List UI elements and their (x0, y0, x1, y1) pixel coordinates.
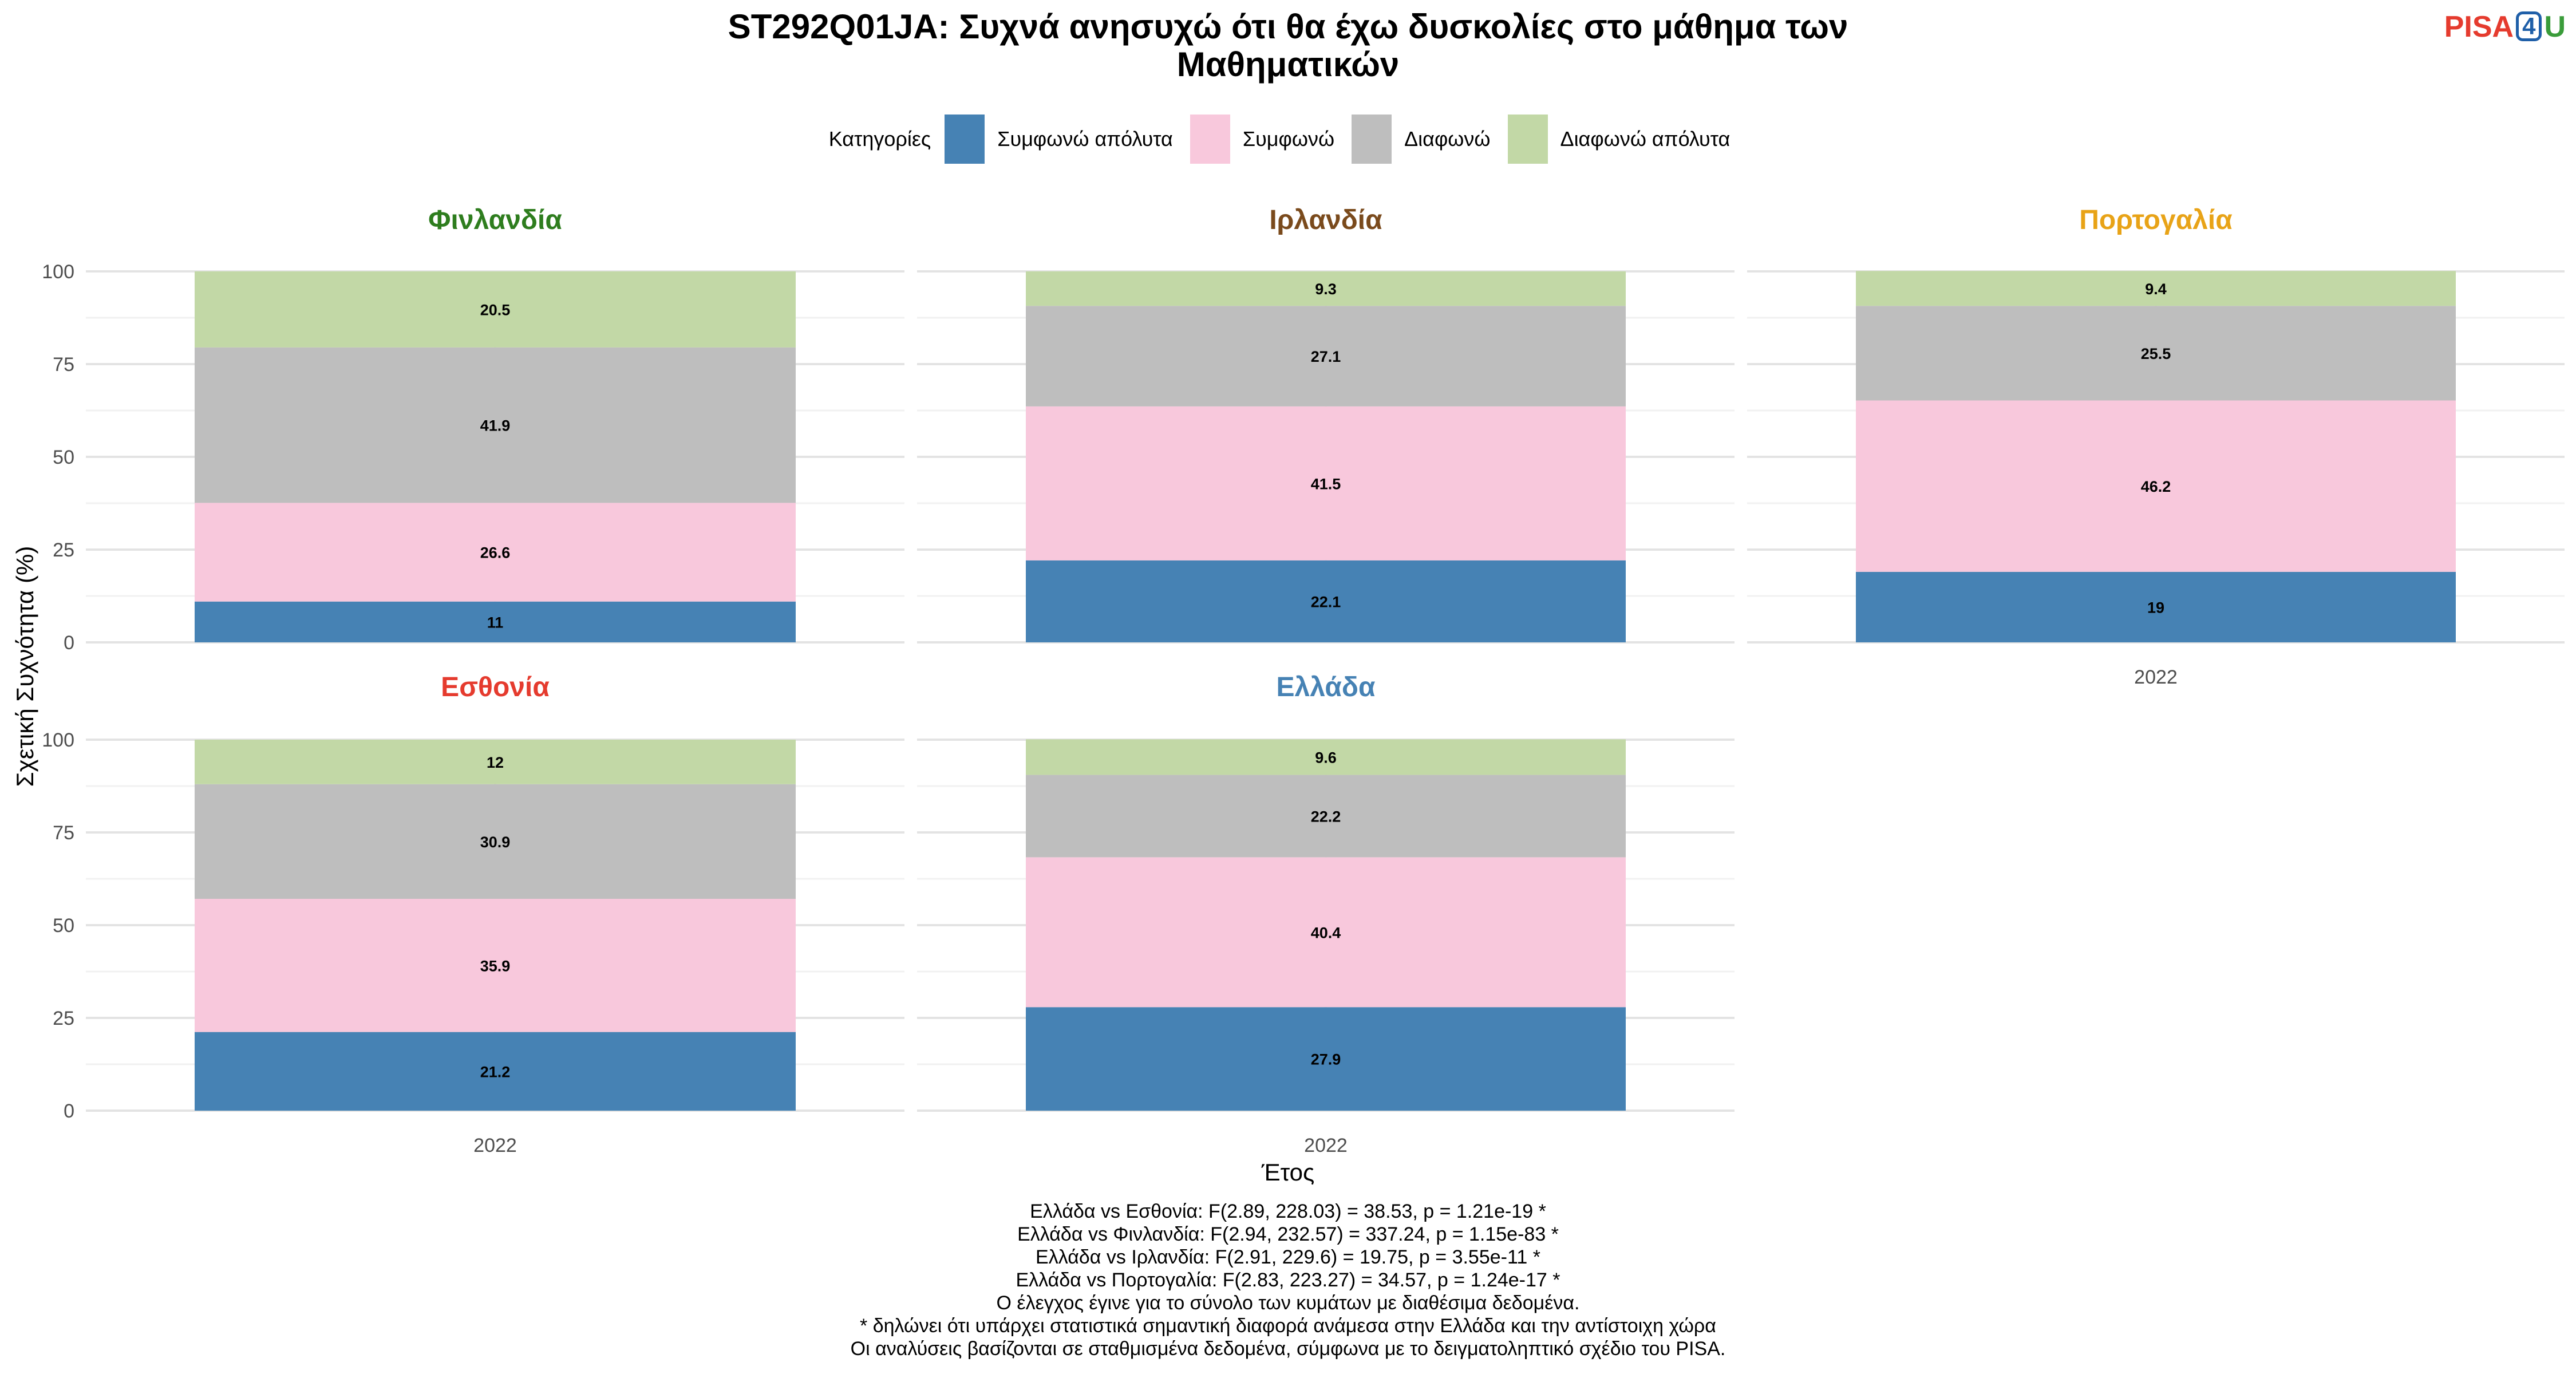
footnotes: Ελλάδα vs Εσθονία: F(2.89, 228.03) = 38.… (0, 1200, 2576, 1360)
bar-segment (195, 784, 796, 899)
y-tick-label: 75 (53, 822, 74, 844)
data-label: 12 (487, 754, 504, 771)
y-tick-label: 25 (53, 539, 74, 561)
note-line: * δηλώνει ότι υπάρχει στατιστικά σημαντι… (860, 1315, 1716, 1337)
note-line: Ελλάδα vs Φινλανδία: F(2.94, 232.57) = 3… (1017, 1223, 1559, 1245)
bar-segment (1856, 571, 2456, 642)
legend-item-agree: Συμφωνώ (1190, 114, 1334, 164)
bar-segment (195, 347, 796, 503)
legend-label-strongly-disagree: Διαφωνώ απόλυτα (1560, 127, 1730, 151)
note-line: Ελλάδα vs Εσθονία: F(2.89, 228.03) = 38.… (1030, 1201, 1546, 1222)
bar-segment (1856, 306, 2456, 401)
x-axis-label: Έτος (1261, 1159, 1315, 1186)
bar-segment (195, 271, 796, 348)
legend-key-disagree (1352, 114, 1392, 164)
legend-item-strongly-agree: Συμφωνώ απόλυτα (945, 114, 1173, 164)
legend-key-agree (1190, 114, 1230, 164)
legend-label-disagree: Διαφωνώ (1404, 127, 1491, 151)
bar-segment (1026, 406, 1626, 560)
y-tick-label: 50 (53, 447, 74, 468)
bar-segment (1026, 857, 1626, 1008)
y-tick-label: 100 (42, 729, 74, 751)
data-label: 22.2 (1311, 808, 1341, 825)
note-line: Ελλάδα vs Πορτογαλία: F(2.83, 223.27) = … (1016, 1269, 1560, 1291)
data-label: 20.5 (480, 301, 511, 318)
legend-key-strongly-agree (945, 114, 985, 164)
legend-label-agree: Συμφωνώ (1242, 127, 1335, 151)
logo-pisa-text: PISA (2444, 10, 2514, 44)
bar-segment (1026, 739, 1626, 775)
data-label: 27.1 (1311, 348, 1341, 365)
y-tick-label: 0 (64, 632, 74, 654)
legend-title: Κατηγορίες (828, 127, 931, 151)
bar-segment (195, 740, 796, 784)
bar-segment (1856, 400, 2456, 572)
bar-segment (1026, 1007, 1626, 1111)
title-line-1: ST292Q01JA: Συχνά ανησυχώ ότι θα έχω δυσ… (728, 7, 1848, 46)
bar-segment (1026, 775, 1626, 858)
legend-key-strongly-disagree (1507, 114, 1548, 164)
data-label: 46.2 (2141, 478, 2171, 495)
data-label: 11 (487, 614, 504, 631)
note-line: Ο έλεγχος έγινε για το σύνολο των κυμάτω… (996, 1292, 1580, 1314)
logo-four-text: 4 (2516, 11, 2542, 41)
panel-title: Πορτογαλία (2079, 205, 2233, 235)
bar-segment (195, 601, 796, 642)
title-line-2: Μαθηματικών (1176, 45, 1400, 84)
legend-label-strongly-agree: Συμφωνώ απόλυτα (997, 127, 1173, 151)
data-label: 30.9 (480, 834, 511, 851)
data-label: 19 (2147, 599, 2164, 616)
panel-title: Ελλάδα (1277, 672, 1376, 702)
data-label: 27.9 (1311, 1051, 1341, 1068)
y-tick-label: 25 (53, 1008, 74, 1029)
panel-title: Φινλανδία (428, 205, 562, 235)
panel-title: Ιρλανδία (1269, 205, 1382, 235)
data-label: 9.4 (2145, 281, 2167, 298)
x-tick-label: 2022 (473, 1135, 517, 1156)
bar-segment (1026, 271, 1626, 306)
legend-item-strongly-disagree: Διαφωνώ απόλυτα (1507, 114, 1730, 164)
y-tick-label: 75 (53, 354, 74, 376)
data-label: 22.1 (1311, 593, 1341, 610)
data-label: 21.2 (480, 1063, 511, 1080)
bar-segment (195, 898, 796, 1032)
data-label: 9.3 (1315, 281, 1337, 298)
x-tick-label: 2022 (2134, 666, 2178, 688)
logo-u-text: U (2544, 10, 2566, 44)
y-tick-label: 100 (42, 261, 74, 283)
bar-segment (195, 1032, 796, 1111)
bar-segment (1026, 560, 1626, 642)
data-label: 25.5 (2141, 345, 2171, 362)
bar-segment (1856, 271, 2456, 306)
y-axis-label: Σχετική Συχνότητα (%) (11, 546, 38, 787)
data-label: 40.4 (1311, 924, 1341, 941)
data-label: 26.6 (480, 544, 511, 562)
note-line: Ελλάδα vs Ιρλανδία: F(2.91, 229.6) = 19.… (1036, 1246, 1540, 1268)
panel-title: Εσθονία (441, 672, 550, 702)
bar-segment (1026, 306, 1626, 406)
data-label: 41.9 (480, 417, 511, 435)
x-tick-label: 2022 (1304, 1135, 1348, 1156)
data-label: 9.6 (1315, 749, 1337, 766)
chart-title: ST292Q01JA: Συχνά ανησυχώ ότι θα έχω δυσ… (0, 8, 2576, 84)
legend: Κατηγορίες Συμφωνώ απόλυτα Συμφωνώ Διαφω… (0, 114, 2576, 164)
pisa4u-logo: PISA 4 U (2444, 8, 2566, 46)
y-tick-label: 50 (53, 915, 74, 937)
data-label: 35.9 (480, 957, 511, 974)
data-label: 41.5 (1311, 475, 1341, 492)
note-line: Οι αναλύσεις βασίζονται σε σταθμισμένα δ… (850, 1338, 1726, 1360)
y-tick-label: 0 (64, 1100, 74, 1122)
legend-item-disagree: Διαφωνώ (1352, 114, 1491, 164)
bar-segment (195, 503, 796, 602)
